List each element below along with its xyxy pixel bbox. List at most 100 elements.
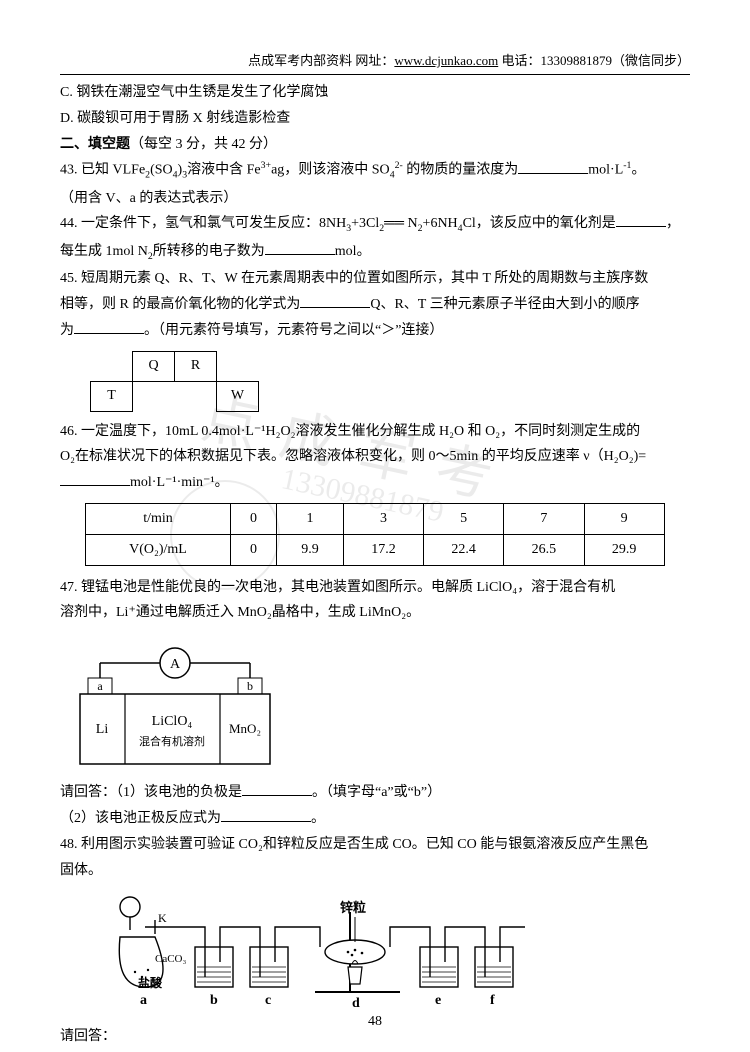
label-c: c: [265, 993, 271, 1008]
q47-ans2a: （2）该电池正极反应式为: [60, 811, 221, 826]
table-cell: 22.4: [424, 534, 504, 565]
table-cell: 9: [584, 504, 664, 535]
q47-ans1b: 。（填字母“a”或“b”）: [312, 785, 441, 800]
q43-t6: 的物质的量浓度为: [403, 163, 519, 178]
label-a: a: [140, 993, 147, 1008]
q44: 44. 一定条件下，氢气和氯气可发生反应：8NH3+3Cl2══ N2+6NH4…: [60, 212, 690, 237]
q45-l3: 为 。（用元素符号填写，元素符号之间以“＞”连接）: [60, 319, 690, 343]
terminal-a: a: [97, 679, 103, 693]
table-cell: 3: [343, 504, 423, 535]
q46-l3: mol·L⁻¹·min⁻¹。: [60, 471, 690, 495]
battery-diagram: A a b Li LiClO₄ 混合有机溶剂 MnO₂: [70, 633, 280, 773]
solvent-label: 混合有机溶剂: [139, 734, 205, 748]
label-e: e: [435, 993, 441, 1008]
q47-l1: 47. 锂锰电池是性能优良的一次电池，其电池装置如图所示。电解质 LiClO₄，…: [60, 576, 690, 600]
q45-l3b: 。（用元素符号填写，元素符号之间以“＞”连接）: [144, 323, 443, 338]
electrolyte-label: LiClO₄: [152, 714, 193, 729]
table-cell: 17.2: [343, 534, 423, 565]
q47-ans2b: 。: [311, 811, 325, 826]
anode-label: Li: [96, 722, 109, 737]
q44-t4: +6NH: [423, 216, 458, 231]
table-cell: 9.9: [277, 534, 344, 565]
option-d: D. 碳酸钡可用于胃肠 X 射线造影检查: [60, 107, 690, 131]
q43-line2: （用含 V、a 的表达式表示）: [60, 187, 690, 211]
q46-data-table: t/min 0 1 3 5 7 9 V(O₂)/mL 0 9.9 17.2 22…: [85, 503, 665, 566]
table-cell: 7: [504, 504, 584, 535]
q48-l1: 48. 利用图示实验装置可验证 CO₂和锌粒反应是否生成 CO。已知 CO 能与…: [60, 833, 690, 857]
label-b: b: [210, 993, 218, 1008]
zn-label: 锌粒: [340, 900, 366, 915]
q44-blank2: [265, 241, 335, 255]
q43: 43. 已知 VLFe2(SO4)3溶液中含 Fe3+ag，则该溶液中 SO42…: [60, 158, 690, 184]
q43-t4: 溶液中含 Fe: [187, 163, 261, 178]
header-phone: 13309881879（微信同步）: [540, 53, 690, 68]
q44-l2a: 每生成 1mol N: [60, 244, 148, 259]
valve-K: K: [158, 911, 167, 925]
table-cell: 26.5: [504, 534, 584, 565]
q45-blank2: [74, 320, 144, 334]
periodic-table-diagram: Q R T W: [90, 351, 690, 412]
q46-l3-text: mol·L⁻¹·min⁻¹。: [130, 475, 229, 490]
q45-l3a: 为: [60, 323, 74, 338]
q44-l2c: mol。: [335, 244, 371, 259]
section-2-note: （每空 3 分，共 42 分）: [130, 137, 277, 152]
q45-l2b: Q、R、T 三种元素原子半径由大到小的顺序: [370, 297, 639, 312]
q43-t1: 43. 已知 VLFe: [60, 163, 145, 178]
table-row: t/min 0 1 3 5 7 9: [86, 504, 665, 535]
q45-l1: 45. 短周期元素 Q、R、T、W 在元素周期表中的位置如图所示，其中 T 所处…: [60, 267, 690, 291]
table-cell: 29.9: [584, 534, 664, 565]
header-phone-label: 电话：: [498, 53, 540, 68]
table-cell: 0: [230, 534, 276, 565]
pt-R: R: [175, 351, 217, 381]
q44-t5: Cl，该反应中的氧化剂是: [463, 216, 616, 231]
q45-l2a: 相等，则 R 的最高价氧化物的化学式为: [60, 297, 300, 312]
pt-W: W: [217, 381, 259, 411]
q44-eq: ══: [384, 216, 404, 231]
label-f: f: [490, 993, 495, 1008]
terminal-b: b: [247, 679, 253, 693]
q46-blank: [60, 472, 130, 486]
caco3-label: CaCO₃: [155, 953, 187, 965]
q47-blank1: [242, 782, 312, 796]
q43-blank: [518, 160, 588, 174]
q44-line2: 每生成 1mol N2所转移的电子数为mol。: [60, 240, 690, 265]
q43-t5: ag，则该溶液中 SO: [271, 163, 390, 178]
table-cell: 0: [230, 504, 276, 535]
header-url[interactable]: www.dcjunkao.com: [394, 53, 498, 68]
cathode-label: MnO₂: [229, 721, 261, 736]
table-cell: V(O₂)/mL: [86, 534, 231, 565]
pt-T: T: [91, 381, 133, 411]
header-rule: [60, 74, 690, 75]
page-number: 48: [0, 1010, 750, 1034]
q44-end: ，: [666, 216, 680, 231]
table-cell: t/min: [86, 504, 231, 535]
section-2-title: 二、填空题（每空 3 分，共 42 分）: [60, 133, 690, 157]
q46-l2: O₂在标准状况下的体积数据见下表。忽略溶液体积变化，则 0～5min 的平均反应…: [60, 445, 690, 469]
q47-l2: 溶剂中，Li⁺通过电解质迁入 MnO₂晶格中，生成 LiMnO₂。: [60, 601, 690, 625]
section-2-label: 二、填空题: [60, 137, 130, 152]
q44-l2b: 所转移的电子数为: [153, 244, 265, 259]
table-cell: 5: [424, 504, 504, 535]
label-d: d: [352, 996, 360, 1011]
q43-unit: mol·L: [588, 163, 623, 178]
q47-ans2: （2）该电池正极反应式为 。: [60, 807, 690, 831]
ammeter-label: A: [170, 657, 181, 672]
header-prefix: 点成军考内部资料 网址：: [248, 53, 394, 68]
table-row: V(O₂)/mL 0 9.9 17.2 22.4 26.5 29.9: [86, 534, 665, 565]
q44-t1: 44. 一定条件下，氢气和氯气可发生反应：8NH: [60, 216, 346, 231]
q46-l1: 46. 一定温度下，10mL 0.4mol·L⁻¹H₂O₂溶液发生催化分解生成 …: [60, 420, 690, 444]
q43-end: 。: [631, 163, 645, 178]
q48-l2: 固体。: [60, 859, 690, 883]
q47-ans1a: 请回答：（1）该电池的负极是: [60, 785, 242, 800]
q44-blank1: [616, 213, 666, 227]
q43-t2: (SO: [150, 163, 173, 178]
option-c: C. 钢铁在潮湿空气中生锈是发生了化学腐蚀: [60, 81, 690, 105]
page-header: 点成军考内部资料 网址：www.dcjunkao.com 电话：13309881…: [60, 50, 690, 72]
q47-blank2: [221, 808, 311, 822]
q44-t2: +3Cl: [351, 216, 379, 231]
table-cell: 1: [277, 504, 344, 535]
q45-l2: 相等，则 R 的最高价氧化物的化学式为 Q、R、T 三种元素原子半径由大到小的顺序: [60, 293, 690, 317]
q47-ans1: 请回答：（1）该电池的负极是 。（填字母“a”或“b”）: [60, 781, 690, 805]
q45-blank1: [300, 294, 370, 308]
apparatus-diagram: K CaCO₃ 盐酸: [100, 892, 690, 1021]
